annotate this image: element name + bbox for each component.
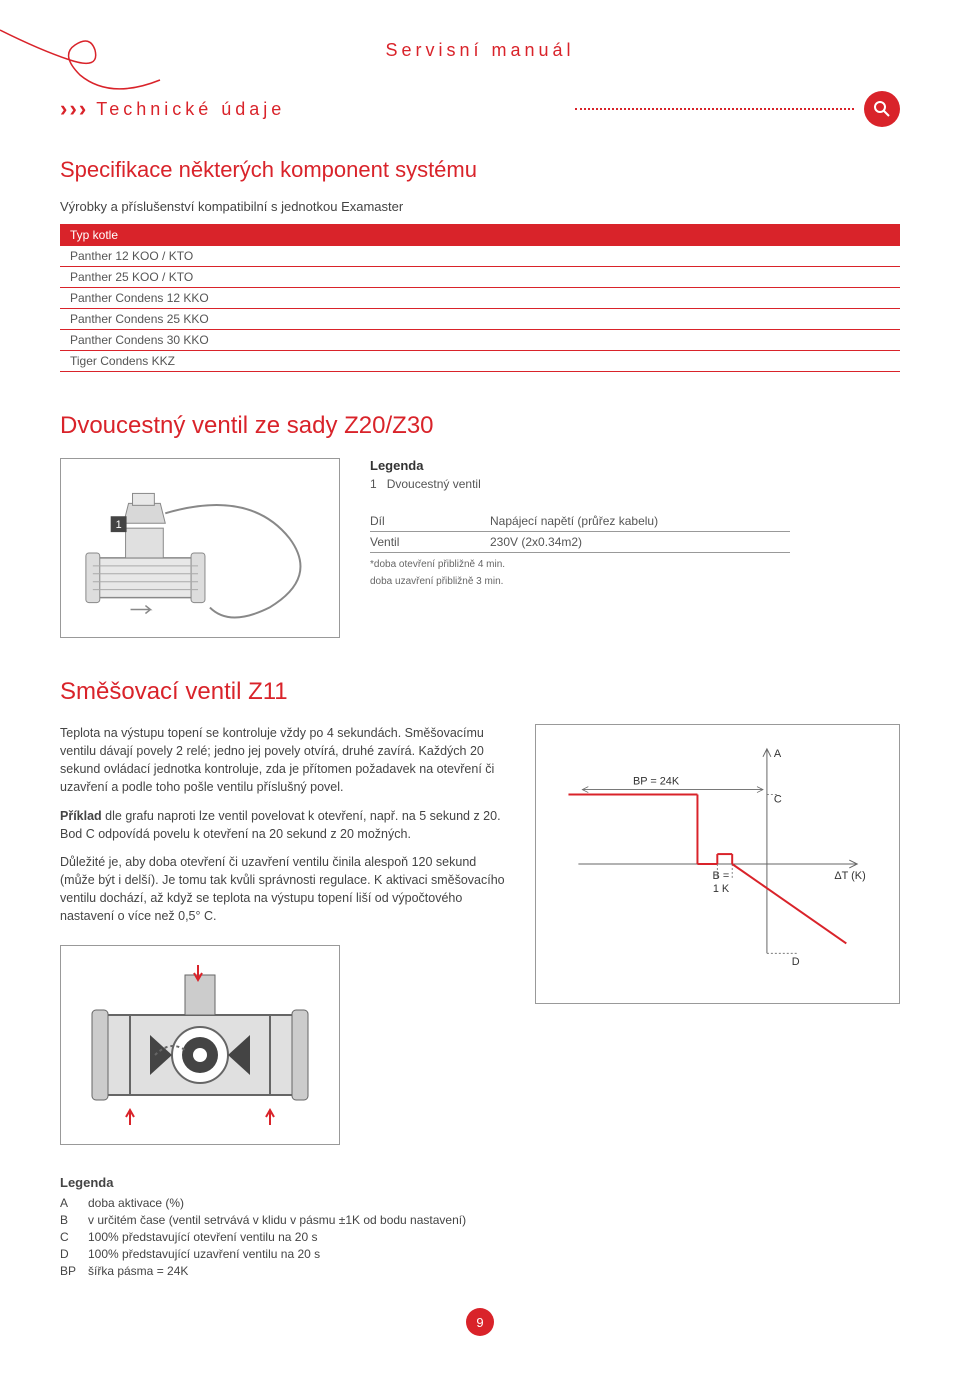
section-title: Technické údaje — [96, 99, 564, 120]
param-header-2: Napájecí napětí (průřez kabelu) — [490, 514, 790, 528]
param-header-1: Díl — [370, 514, 490, 528]
svg-text:B =: B = — [713, 870, 730, 882]
svg-text:D: D — [792, 956, 800, 968]
valve-z11-section: Směšovací ventil Z11 Teplota na výstupu … — [60, 678, 900, 1278]
table-row: Panther 12 KOO / KTO — [60, 246, 900, 267]
z11-chart: BP = 24K A C B = 1 K ΔT (K) D — [535, 724, 900, 1004]
bottom-legend-row: D100% představující uzavření ventilu na … — [60, 1247, 900, 1261]
valve-z20-diagram: 1 — [60, 458, 340, 638]
valve-cutaway-diagram — [60, 945, 340, 1145]
svg-text:BP = 24K: BP = 24K — [633, 776, 680, 788]
table-row: Panther Condens 12 KKO — [60, 288, 900, 309]
footnote: doba uzavření přibližně 3 min. — [370, 576, 900, 587]
table-row: Panther 25 KOO / KTO — [60, 267, 900, 288]
table-row: Panther Condens 25 KKO — [60, 309, 900, 330]
section-header: › › › Technické údaje — [60, 91, 900, 127]
table-header: Typ kotle — [60, 224, 900, 246]
chevron-icon: › › › — [60, 96, 84, 122]
table-row: Tiger Condens KKZ — [60, 351, 900, 372]
page-number: 9 — [466, 1308, 494, 1336]
svg-text:A: A — [774, 748, 782, 760]
spec-title: Specifikace některých komponent systému — [60, 157, 900, 183]
z11-para1: Teplota na výstupu topení se kontroluje … — [60, 724, 505, 797]
bottom-legend-row: Bv určitém čase (ventil setrvává v klidu… — [60, 1213, 900, 1227]
param-cell: 230V (2x0.34m2) — [490, 535, 790, 549]
valve-z20-section: Dvoucestný ventil ze sady Z20/Z30 — [60, 412, 900, 638]
legend-title: Legenda — [370, 458, 900, 473]
valve-z20-title: Dvoucestný ventil ze sady Z20/Z30 — [60, 412, 900, 440]
z11-para2: Příklad dle grafu naproti lze ventil pov… — [60, 807, 505, 843]
bottom-legend-row: BPšířka pásma = 24K — [60, 1264, 900, 1278]
bottom-legend: Legenda Adoba aktivace (%) Bv určitém čas… — [60, 1175, 900, 1278]
bottom-legend-row: Adoba aktivace (%) — [60, 1196, 900, 1210]
spec-subtitle: Výrobky a příslušenství kompatibilní s j… — [60, 199, 900, 214]
param-table: Díl Napájecí napětí (průřez kabelu) Vent… — [370, 511, 790, 553]
boiler-type-table: Typ kotle Panther 12 KOO / KTO Panther 2… — [60, 224, 900, 372]
footnote: *doba otevření přibližně 4 min. — [370, 559, 900, 570]
svg-text:1 K: 1 K — [713, 883, 730, 895]
z11-para3: Důležité je, aby doba otevření či uzavře… — [60, 853, 505, 926]
svg-text:ΔT (K): ΔT (K) — [835, 870, 866, 882]
manual-title: Servisní manuál — [60, 40, 900, 61]
svg-text:1: 1 — [116, 519, 122, 531]
magnifier-icon — [864, 91, 900, 127]
legend-item: 1 Dvoucestný ventil — [370, 477, 900, 491]
valve-z11-title: Směšovací ventil Z11 — [60, 678, 900, 706]
bottom-legend-row: C100% představující otevření ventilu na … — [60, 1230, 900, 1244]
svg-text:C: C — [774, 793, 782, 805]
param-cell: Ventil — [370, 535, 490, 549]
dotted-line — [575, 108, 854, 110]
table-row: Panther Condens 30 KKO — [60, 330, 900, 351]
bottom-legend-title: Legenda — [60, 1175, 900, 1190]
